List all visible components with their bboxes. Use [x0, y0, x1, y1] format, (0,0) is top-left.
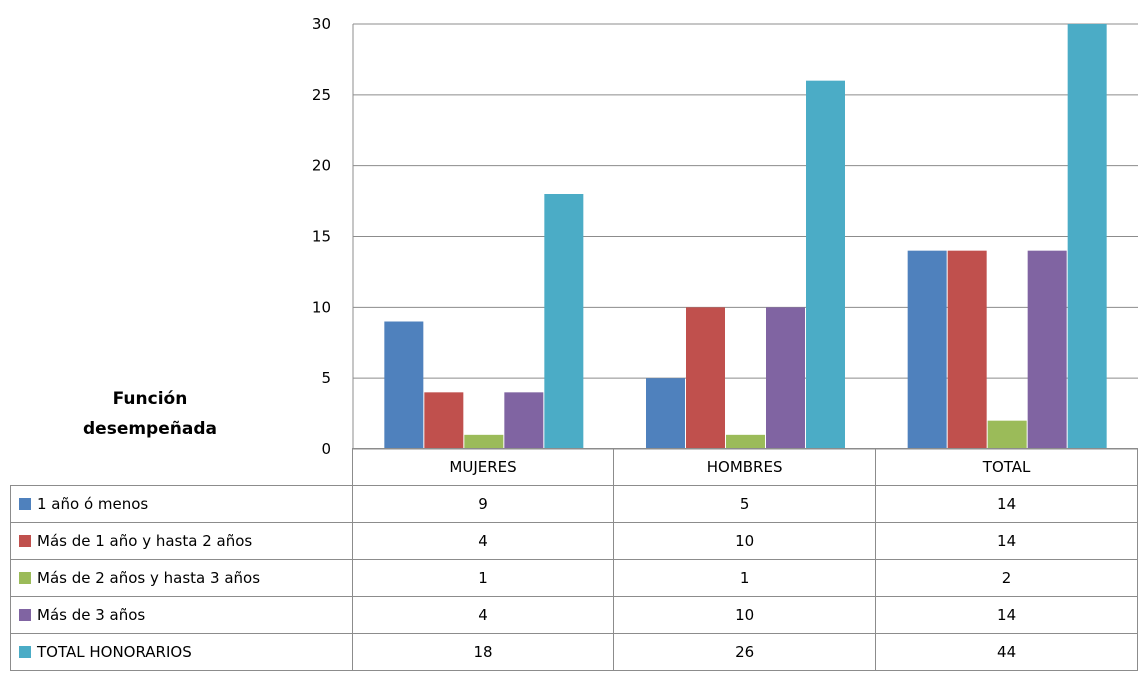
- table-row: TOTAL HONORARIOS 18 26 44: [9, 633, 1138, 671]
- legend-label: Más de 1 año y hasta 2 años: [37, 532, 253, 550]
- y-tick-label: 30: [312, 15, 331, 33]
- value-cell: 18: [352, 633, 615, 671]
- bar: [504, 392, 544, 449]
- value-cell: 2: [875, 559, 1138, 597]
- bar: [907, 250, 947, 449]
- legend-swatch: [19, 609, 31, 621]
- y-tick-label: 0: [321, 440, 331, 458]
- bar: [1027, 250, 1067, 449]
- legend-swatch: [19, 535, 31, 547]
- category-label: HOMBRES: [613, 448, 877, 486]
- legend-swatch: [19, 498, 31, 510]
- category-label: TOTAL: [875, 448, 1138, 486]
- value-cell: 14: [875, 596, 1138, 634]
- bar: [726, 434, 765, 449]
- bar: [424, 392, 464, 449]
- value-cell: 9: [352, 485, 615, 523]
- table-row: Más de 2 años y hasta 3 años 1 1 2: [9, 559, 1138, 597]
- bar: [806, 80, 845, 450]
- side-label-line2: desempeñada: [83, 419, 217, 439]
- bar: [766, 307, 805, 449]
- y-tick-label: 15: [312, 228, 331, 246]
- table-corner: [11, 449, 353, 486]
- legend-entry: Más de 3 años: [9, 596, 354, 634]
- value-cell: 4: [352, 522, 615, 560]
- bar: [1067, 24, 1107, 449]
- value-cell: 14: [875, 522, 1138, 560]
- bar: [384, 321, 424, 449]
- legend-label: Más de 2 años y hasta 3 años: [37, 569, 261, 587]
- value-cell: 14: [875, 485, 1138, 523]
- value-cell: 5: [613, 485, 877, 523]
- value-cell: 26: [613, 633, 877, 671]
- bar: [646, 378, 685, 449]
- category-header-row: MUJERES HOMBRES TOTAL: [11, 448, 1138, 486]
- legend-entry: Más de 1 año y hasta 2 años: [9, 522, 354, 560]
- value-cell: 1: [613, 559, 877, 597]
- bar: [544, 194, 584, 449]
- legend-swatch: [19, 572, 31, 584]
- legend-label: TOTAL HONORARIOS: [37, 643, 192, 661]
- y-tick-label: 10: [312, 298, 331, 316]
- y-tick-label: 25: [312, 86, 331, 104]
- bar: [464, 434, 504, 449]
- data-table: MUJERES HOMBRES TOTAL 1 año ó menos 9 5 14 M…: [9, 448, 1138, 671]
- legend-entry: TOTAL HONORARIOS: [9, 633, 354, 671]
- value-cell: 44: [875, 633, 1138, 671]
- legend-label: 1 año ó menos: [37, 495, 149, 513]
- table-row: 1 año ó menos 9 5 14: [9, 485, 1138, 523]
- y-tick-label: 5: [321, 369, 331, 387]
- side-label-line1: Función: [112, 389, 188, 409]
- legend-entry: Más de 2 años y hasta 3 años: [9, 559, 354, 597]
- bar: [947, 250, 987, 449]
- table-row: Más de 1 año y hasta 2 años 4 10 14: [9, 522, 1138, 560]
- value-cell: 1: [352, 559, 615, 597]
- value-cell: 10: [613, 596, 877, 634]
- category-label: MUJERES: [352, 448, 615, 486]
- bar: [987, 420, 1027, 449]
- side-label: Función desempeñada: [60, 384, 240, 444]
- bar: [686, 307, 725, 449]
- legend-label: Más de 3 años: [37, 606, 146, 624]
- value-cell: 4: [352, 596, 615, 634]
- legend-swatch: [19, 646, 31, 658]
- table-row: Más de 3 años 4 10 14: [9, 596, 1138, 634]
- legend-entry: 1 año ó menos: [9, 485, 354, 523]
- y-tick-label: 20: [312, 157, 331, 175]
- value-cell: 10: [613, 522, 877, 560]
